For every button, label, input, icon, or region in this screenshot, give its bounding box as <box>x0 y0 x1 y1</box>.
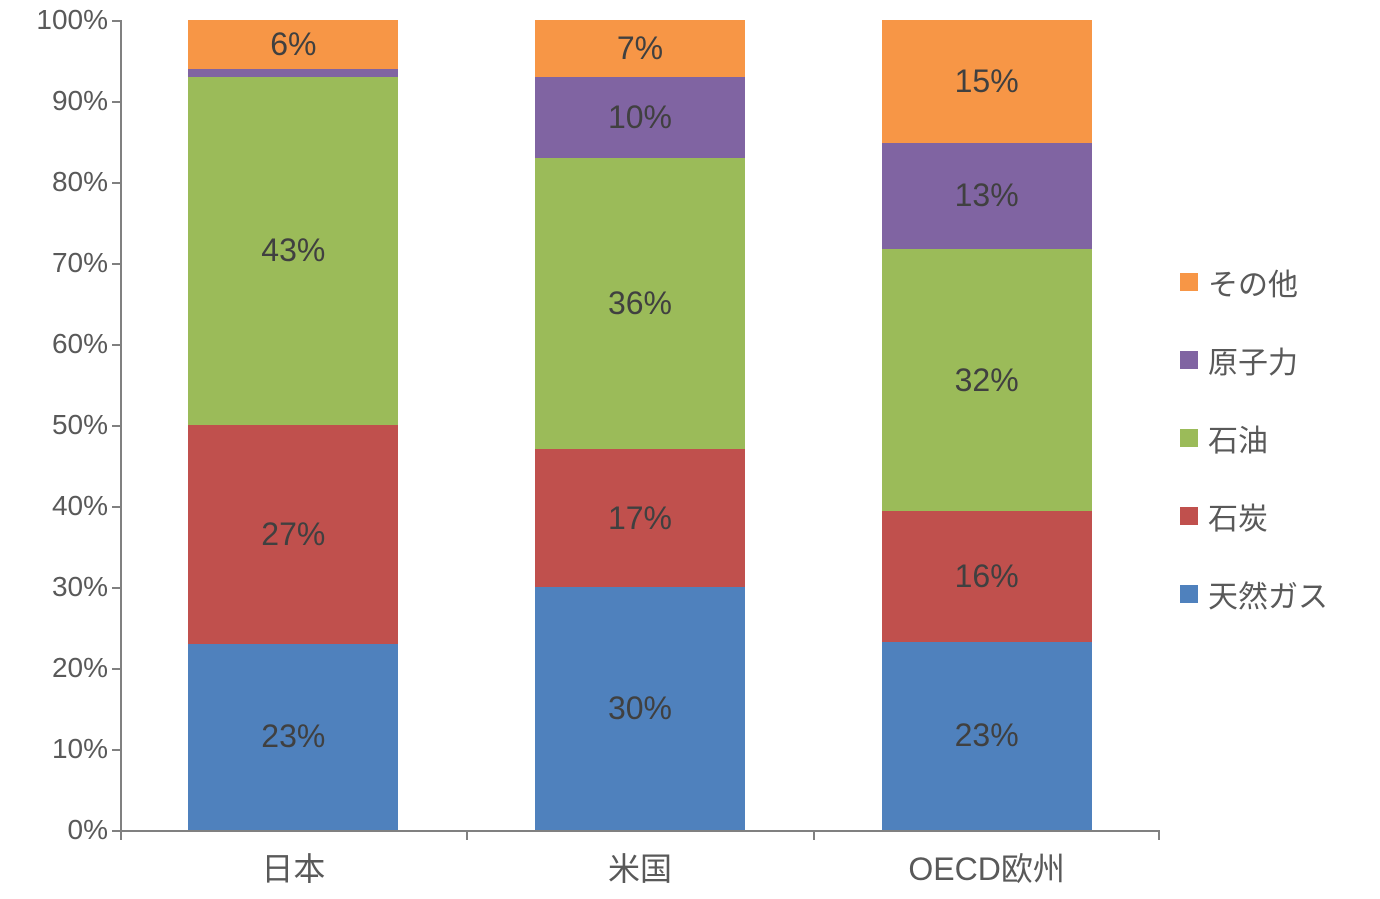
bar-segment-nuclear: 13% <box>882 143 1092 249</box>
y-tick-label: 20% <box>52 652 108 684</box>
bar-segment-coal: 16% <box>882 511 1092 642</box>
legend-item-coal: 石炭 <box>1180 494 1370 538</box>
bar-segment-label: 23% <box>955 717 1019 754</box>
y-tick <box>112 668 120 670</box>
legend-swatch <box>1180 585 1198 603</box>
y-tick <box>112 344 120 346</box>
bar-segment-label: 13% <box>955 177 1019 214</box>
legend: その他原子力石油石炭天然ガス <box>1180 260 1370 650</box>
legend-item-oil: 石油 <box>1180 416 1370 460</box>
legend-label: 石炭 <box>1208 494 1268 538</box>
y-tick-label: 40% <box>52 490 108 522</box>
bar-segment-label: 17% <box>608 500 672 537</box>
bar-segment-label: 7% <box>617 30 663 67</box>
y-tick-label: 30% <box>52 571 108 603</box>
bar-segment-other: 15% <box>882 20 1092 143</box>
bar-segment-label: 30% <box>608 690 672 727</box>
y-tick <box>112 101 120 103</box>
y-tick-label: 10% <box>52 733 108 765</box>
y-tick-label: 80% <box>52 166 108 198</box>
x-label: OECD欧州 <box>882 844 1092 890</box>
y-tick <box>112 263 120 265</box>
bar: 23% 27% 43% 6% <box>188 20 398 830</box>
legend-label: 石油 <box>1208 416 1268 460</box>
x-tick <box>1158 832 1160 840</box>
legend-swatch <box>1180 507 1198 525</box>
bar-segment-oil: 32% <box>882 249 1092 511</box>
y-tick <box>112 587 120 589</box>
y-tick <box>112 506 120 508</box>
legend-swatch <box>1180 429 1198 447</box>
bar-segment-natural_gas: 30% <box>535 587 745 830</box>
y-tick-label: 0% <box>68 814 108 846</box>
y-tick <box>112 749 120 751</box>
x-axis-labels: 日本 米国 OECD欧州 <box>120 830 1160 890</box>
legend-label: 天然ガス <box>1208 572 1328 616</box>
bars-container: 23% 27% 43% 6% 30% 17% 36% 10% 7% 23% 16% 32% 13% 15% <box>120 20 1160 830</box>
legend-swatch <box>1180 351 1198 369</box>
bar-segment-oil: 36% <box>535 158 745 450</box>
bar-segment-other: 7% <box>535 20 745 77</box>
bar-segment-natural_gas: 23% <box>882 642 1092 830</box>
bar-segment-label: 6% <box>270 26 316 63</box>
x-tick <box>813 832 815 840</box>
bar-segment-label: 36% <box>608 285 672 322</box>
bar-segment-coal: 27% <box>188 425 398 644</box>
bar-segment-other: 6% <box>188 20 398 69</box>
bar-segment-label: 15% <box>955 63 1019 100</box>
x-tick <box>120 832 122 840</box>
legend-item-other: その他 <box>1180 260 1370 304</box>
y-tick <box>112 425 120 427</box>
bar-segment-label: 23% <box>261 718 325 755</box>
bar-segment-nuclear <box>188 69 398 77</box>
y-tick <box>112 20 120 22</box>
y-tick-label: 100% <box>36 4 108 36</box>
bar-segment-label: 27% <box>261 516 325 553</box>
bar: 23% 16% 32% 13% 15% <box>882 20 1092 830</box>
bar-segment-label: 10% <box>608 99 672 136</box>
legend-item-nuclear: 原子力 <box>1180 338 1370 382</box>
bar-segment-label: 32% <box>955 362 1019 399</box>
bar-segment-natural_gas: 23% <box>188 644 398 830</box>
y-tick-label: 60% <box>52 328 108 360</box>
y-tick <box>112 830 120 832</box>
bar-segment-nuclear: 10% <box>535 77 745 158</box>
plot-area: 23% 27% 43% 6% 30% 17% 36% 10% 7% 23% 16% 32% 13% 15%… <box>120 0 1160 899</box>
y-axis: 100% 90% 80% 70% 60% 50% 40% 30% 20% 10%… <box>0 0 120 899</box>
legend-label: その他 <box>1208 260 1298 304</box>
plot-inner: 23% 27% 43% 6% 30% 17% 36% 10% 7% 23% 16% 32% 13% 15% <box>120 20 1160 830</box>
y-tick-label: 90% <box>52 85 108 117</box>
legend-item-natural_gas: 天然ガス <box>1180 572 1370 616</box>
stacked-bar-chart: 100% 90% 80% 70% 60% 50% 40% 30% 20% 10%… <box>0 0 1380 899</box>
bar-segment-label: 43% <box>261 232 325 269</box>
bar-segment-oil: 43% <box>188 77 398 425</box>
bar-segment-coal: 17% <box>535 449 745 587</box>
legend-swatch <box>1180 273 1198 291</box>
x-label: 日本 <box>188 844 398 890</box>
x-label: 米国 <box>535 844 745 890</box>
y-tick-label: 50% <box>52 409 108 441</box>
x-tick <box>466 832 468 840</box>
bar: 30% 17% 36% 10% 7% <box>535 20 745 830</box>
legend-label: 原子力 <box>1208 338 1298 382</box>
y-tick-label: 70% <box>52 247 108 279</box>
bar-segment-label: 16% <box>955 558 1019 595</box>
y-tick <box>112 182 120 184</box>
